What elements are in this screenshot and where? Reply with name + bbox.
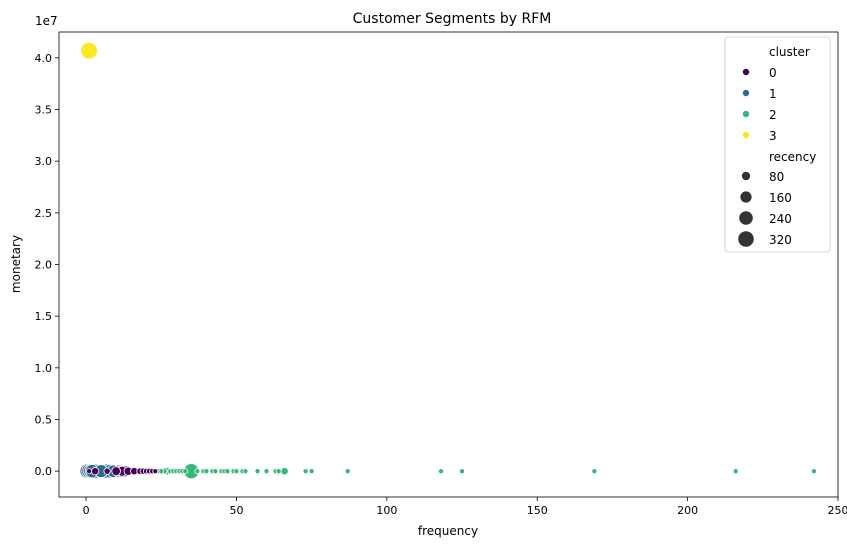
legend: cluster 0 1 2 3 recency 80 160 240 320 xyxy=(724,36,831,253)
data-point xyxy=(224,468,231,475)
legend-size-marker xyxy=(741,171,751,181)
chart-title: Customer Segments by RFM xyxy=(353,11,552,27)
y-tick-label: 1.5 xyxy=(35,310,53,323)
y-tick-label: 1.0 xyxy=(35,362,53,375)
y-tick-label: 2.0 xyxy=(35,259,53,272)
data-point xyxy=(263,468,270,475)
legend-size-label: 80 xyxy=(769,170,784,184)
y-tick-label: 2.5 xyxy=(35,207,53,220)
data-point xyxy=(591,468,598,475)
x-axis-label: frequency xyxy=(418,524,478,538)
y-offset-label: 1e7 xyxy=(35,14,58,28)
x-tick-label: 50 xyxy=(229,504,243,517)
legend-cluster-marker xyxy=(742,110,750,118)
data-point xyxy=(438,468,444,475)
legend-hue-title: cluster xyxy=(769,45,810,59)
data-point xyxy=(203,468,210,475)
data-point xyxy=(212,468,219,475)
data-point xyxy=(810,468,817,475)
legend-size-label: 320 xyxy=(769,233,792,247)
y-tick-label: 0.5 xyxy=(35,414,53,427)
data-point xyxy=(194,468,201,475)
legend-cluster-label: 1 xyxy=(769,87,777,101)
data-point xyxy=(254,468,261,475)
legend-size-marker xyxy=(740,191,752,203)
data-point xyxy=(80,41,98,60)
y-tick-label: 0.0 xyxy=(35,465,53,478)
y-tick-label: 3.5 xyxy=(35,104,53,117)
data-point xyxy=(90,467,100,476)
x-tick-label: 0 xyxy=(83,504,90,517)
legend-cluster-marker xyxy=(742,131,750,139)
data-point xyxy=(111,466,121,476)
data-point xyxy=(459,468,466,475)
legend-size-marker xyxy=(738,231,754,247)
data-point xyxy=(242,468,249,475)
data-point xyxy=(732,468,739,475)
axis-ticks: 0 50 100 150 200 250 0.0 0.5 1.0 1.5 2.0 2.5 3.0 3.5 4… xyxy=(35,52,847,517)
legend-size-label: 160 xyxy=(769,191,792,205)
data-point xyxy=(182,468,189,475)
data-points xyxy=(79,41,817,480)
legend-cluster-marker xyxy=(742,89,750,97)
data-point xyxy=(308,468,315,475)
x-tick-label: 100 xyxy=(376,504,397,517)
x-tick-label: 250 xyxy=(828,504,847,517)
data-point xyxy=(344,468,351,475)
legend-cluster-label: 2 xyxy=(769,108,777,122)
x-tick-label: 150 xyxy=(527,504,548,517)
legend-cluster-marker xyxy=(742,68,750,76)
y-tick-label: 4.0 xyxy=(35,52,53,65)
data-point xyxy=(86,468,93,475)
legend-cluster-label: 3 xyxy=(769,129,777,143)
data-point xyxy=(152,468,159,475)
data-point xyxy=(280,467,289,476)
legend-size-label: 240 xyxy=(769,212,792,226)
data-point xyxy=(103,467,111,475)
data-point xyxy=(233,468,240,475)
legend-size-marker xyxy=(739,211,753,225)
plot-frame xyxy=(58,31,839,498)
legend-cluster-label: 0 xyxy=(769,66,777,80)
legend-size-title: recency xyxy=(769,150,816,164)
y-axis-label: monetary xyxy=(9,235,23,293)
data-point xyxy=(275,468,282,475)
x-tick-label: 200 xyxy=(677,504,698,517)
y-tick-label: 3.0 xyxy=(35,155,53,168)
data-point xyxy=(302,468,309,475)
data-point xyxy=(158,468,165,475)
